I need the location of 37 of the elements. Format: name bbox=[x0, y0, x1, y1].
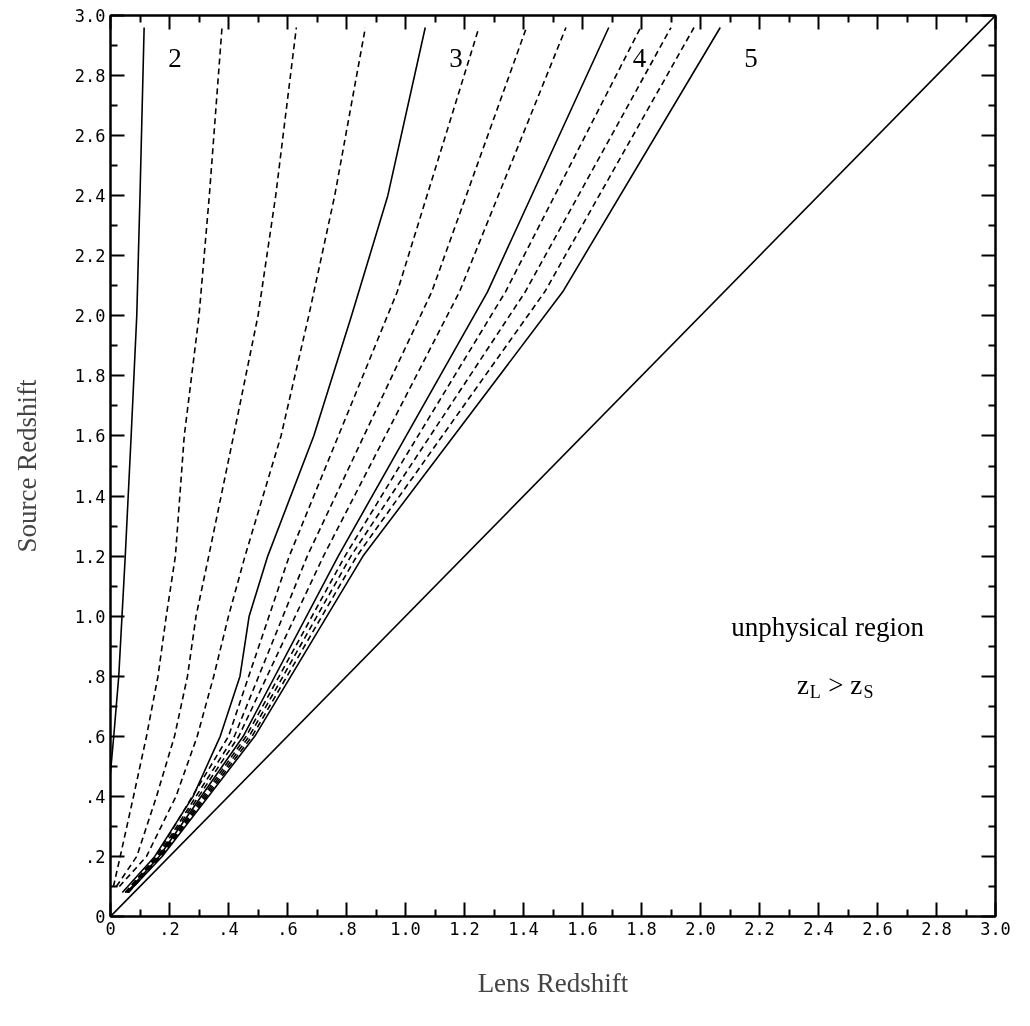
x-tick-label: 2.0 bbox=[685, 918, 716, 939]
x-tick-label: .8 bbox=[336, 918, 357, 939]
x-tick-label: 1.2 bbox=[449, 918, 480, 939]
x-tick-label: 2.6 bbox=[862, 918, 893, 939]
y-tick-label: 2.4 bbox=[74, 186, 106, 207]
x-tick-label: 1.6 bbox=[567, 918, 598, 939]
y-tick-label: .6 bbox=[85, 726, 106, 747]
y-tick-label: 1.4 bbox=[74, 486, 106, 507]
y-tick-label: 2.8 bbox=[74, 66, 106, 87]
y-tick-label: .4 bbox=[85, 786, 106, 807]
x-axis-title: Lens Redshift bbox=[477, 967, 629, 998]
y-tick-label: 1.2 bbox=[74, 546, 106, 567]
x-tick-label: 1.8 bbox=[626, 918, 657, 939]
y-tick-label: .8 bbox=[85, 666, 106, 687]
y-tick-label: .2 bbox=[85, 846, 106, 867]
y-tick-label: 2.2 bbox=[74, 246, 106, 267]
legend-label: 5 bbox=[744, 42, 758, 73]
x-tick-label: 2.4 bbox=[803, 918, 834, 939]
x-tick-label: 2.2 bbox=[744, 918, 775, 939]
x-tick-label: .6 bbox=[277, 918, 298, 939]
y-tick-label: 1.0 bbox=[74, 606, 106, 627]
y-tick-label: 1.8 bbox=[74, 366, 106, 387]
y-tick-label: 2.0 bbox=[74, 306, 106, 327]
x-tick-label: 2.8 bbox=[921, 918, 952, 939]
legend-label: 3 bbox=[449, 42, 463, 73]
y-tick-label: 1.6 bbox=[74, 426, 106, 447]
x-tick-label: .4 bbox=[218, 918, 239, 939]
legend-label: 2 bbox=[168, 42, 182, 73]
y-tick-label: 2.6 bbox=[74, 126, 106, 147]
legend-label: 4 bbox=[632, 42, 647, 73]
x-tick-label: 3.0 bbox=[980, 918, 1011, 939]
annotation: unphysical region bbox=[731, 611, 925, 642]
y-tick-label: 3.0 bbox=[74, 6, 106, 26]
x-tick-label: .2 bbox=[159, 918, 180, 939]
x-tick-label: 1.0 bbox=[390, 918, 421, 939]
x-tick-label: 1.4 bbox=[508, 918, 539, 939]
y-axis-title: Source Redshift bbox=[11, 378, 42, 553]
